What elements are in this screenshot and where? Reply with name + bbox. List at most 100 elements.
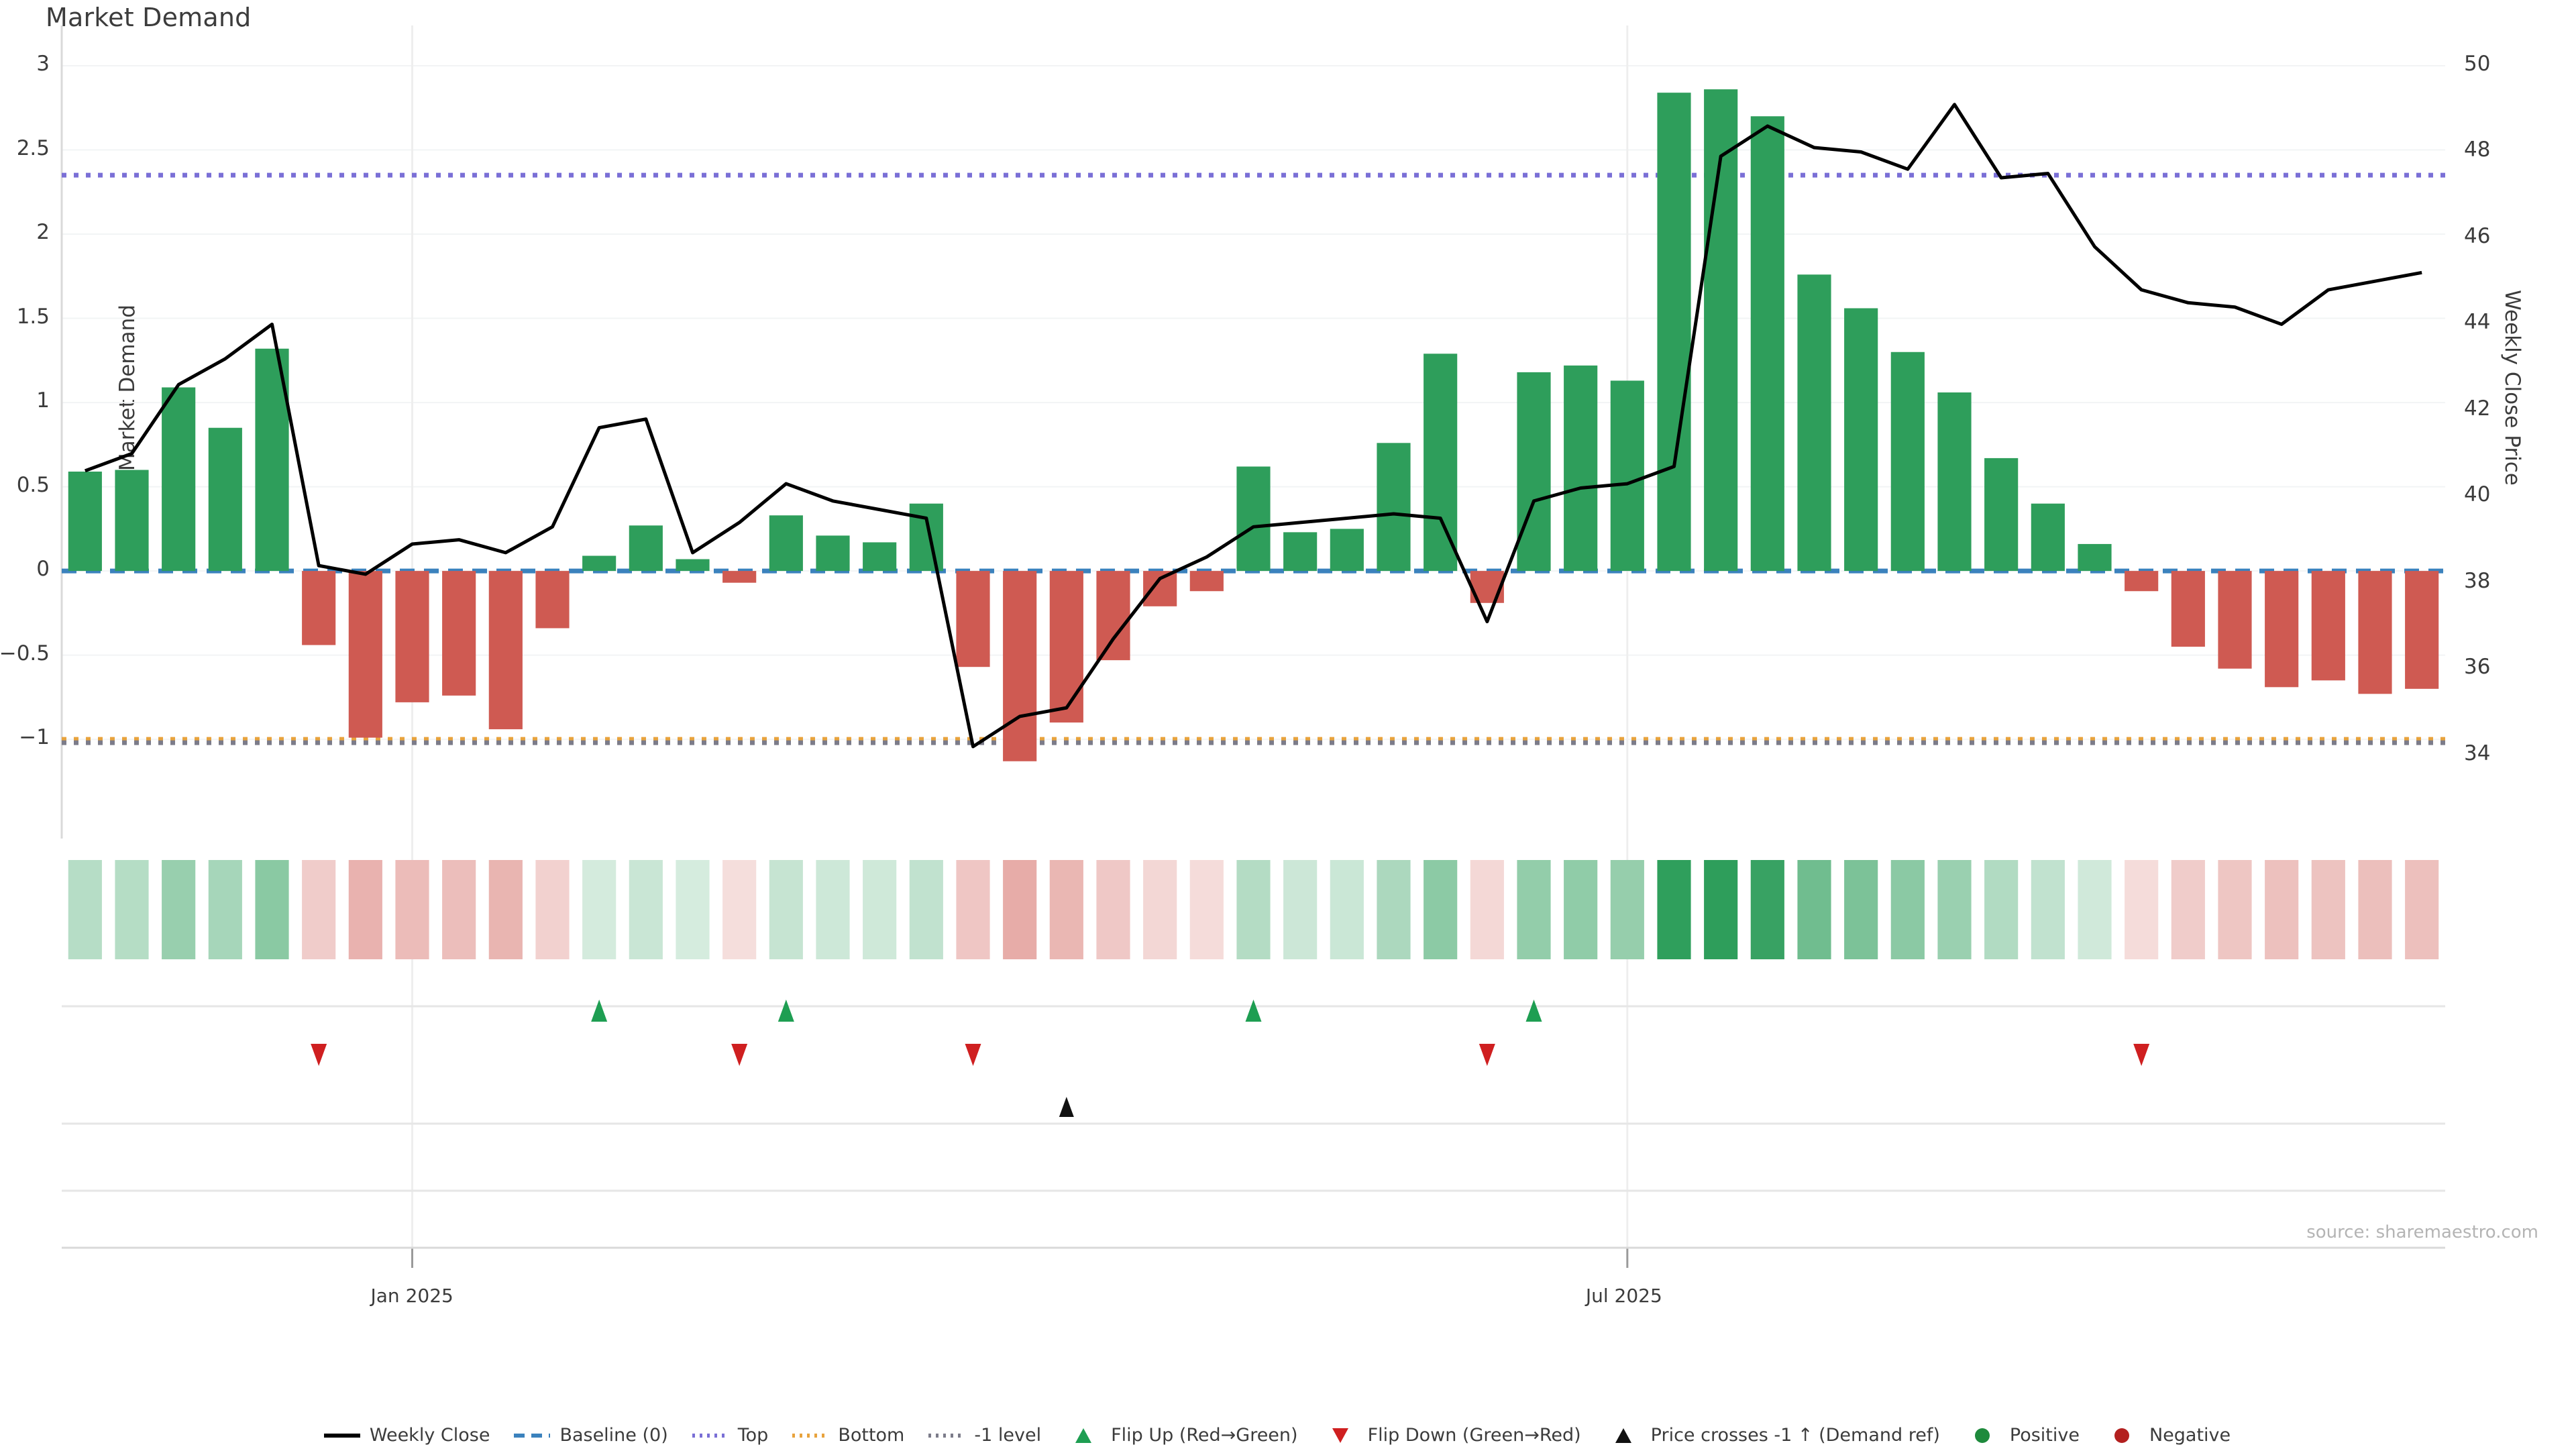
y-axis-left-tick: 2 <box>36 220 50 245</box>
bar <box>2218 571 2252 669</box>
heatmap-cell <box>1517 860 1551 959</box>
bar <box>1377 443 1411 572</box>
legend-item-label: Bottom <box>838 1425 905 1446</box>
chart-legend: Weekly Close Baseline (0) Top Bottom -1 leve… <box>0 1425 2576 1446</box>
y-axis-right-tick: 42 <box>2464 396 2491 421</box>
heatmap-cell <box>1844 860 1878 959</box>
heatmap-cell <box>442 860 476 959</box>
heatmap-cell <box>1750 860 1784 959</box>
dotted-line-icon <box>927 1427 966 1444</box>
flip-down-marker <box>311 1044 327 1066</box>
bar <box>1844 308 1878 572</box>
y-axis-right-tick: 40 <box>2464 482 2491 507</box>
circle-icon <box>1963 1427 2002 1444</box>
legend-item-label: Price crosses -1 ↑ (Demand ref) <box>1650 1425 1940 1446</box>
legend-item[interactable]: Negative <box>2102 1425 2231 1446</box>
heatmap-cell <box>1890 860 1925 959</box>
heatmap-cell <box>909 860 943 959</box>
x-axis-tick: Jul 2025 <box>1585 1285 1662 1307</box>
bar <box>1704 89 1738 572</box>
bar <box>208 427 242 572</box>
bar <box>442 571 476 696</box>
legend-item[interactable]: Flip Up (Red→Green) <box>1064 1425 1298 1446</box>
legend-item[interactable]: Positive <box>1963 1425 2080 1446</box>
solid-line-icon <box>323 1427 362 1444</box>
bar <box>68 471 102 572</box>
triangle-down-icon <box>1321 1427 1360 1444</box>
heatmap-cell <box>582 860 616 959</box>
flip-up-marker <box>1245 1000 1262 1022</box>
heatmap-cell <box>1283 860 1318 959</box>
source-caption: source: sharemaestro.com <box>2306 1222 2538 1242</box>
bar <box>1890 352 1925 572</box>
circle-icon <box>2102 1427 2141 1444</box>
heatmap-cell <box>769 860 803 959</box>
legend-item[interactable]: Baseline (0) <box>513 1425 668 1446</box>
heatmap-cell <box>1096 860 1130 959</box>
heatmap-cell <box>1143 860 1177 959</box>
heatmap-cell <box>1984 860 2019 959</box>
heatmap-cell <box>1937 860 1972 959</box>
legend-item-label: Baseline (0) <box>559 1425 668 1446</box>
heatmap-cell <box>676 860 710 959</box>
bar <box>2171 571 2205 647</box>
heatmap-cell <box>1424 860 1458 959</box>
bar <box>769 515 803 572</box>
heatmap-cell <box>2311 860 2345 959</box>
legend-item[interactable]: Weekly Close <box>323 1425 490 1446</box>
bar <box>1564 365 1598 572</box>
heatmap-cell <box>1236 860 1271 959</box>
legend-item[interactable]: -1 level <box>927 1425 1041 1446</box>
bar <box>488 571 523 730</box>
heatmap-cell <box>2031 860 2065 959</box>
legend-item[interactable]: Top <box>691 1425 768 1446</box>
y-axis-right-tick: 46 <box>2464 223 2491 248</box>
bar <box>2311 571 2345 681</box>
flip-down-marker <box>1479 1044 1495 1066</box>
price-cross-marker <box>1059 1097 1074 1117</box>
heatmap-cell <box>1657 860 1691 959</box>
legend-item-label: Positive <box>2009 1425 2080 1446</box>
bar <box>535 571 570 629</box>
heatmap-cell <box>1003 860 1037 959</box>
heatmap-cell <box>629 860 663 959</box>
heatmap-cell <box>255 860 289 959</box>
heatmap-cell <box>348 860 382 959</box>
bar <box>1750 116 1784 572</box>
bar <box>348 571 382 738</box>
heatmap-cell <box>1704 860 1738 959</box>
bar <box>1189 571 1224 592</box>
y-axis-right-tick: 48 <box>2464 138 2491 162</box>
bar <box>629 525 663 572</box>
heatmap-cell <box>535 860 570 959</box>
bar <box>2265 571 2299 688</box>
legend-item-label: Negative <box>2149 1425 2231 1446</box>
flip-up-marker <box>591 1000 608 1022</box>
bar <box>863 542 897 572</box>
bar <box>1143 571 1177 606</box>
bar <box>582 555 616 572</box>
heatmap-cell <box>1797 860 1831 959</box>
bar <box>909 503 943 572</box>
dotted-line-icon <box>691 1427 730 1444</box>
heatmap-cell <box>115 860 149 959</box>
bar <box>162 387 196 572</box>
bar <box>676 559 710 572</box>
bar <box>1096 571 1130 661</box>
flip-down-marker <box>2133 1044 2150 1066</box>
triangle-up-icon <box>1064 1427 1103 1444</box>
bar <box>1984 458 2019 572</box>
legend-item[interactable]: Bottom <box>791 1425 904 1446</box>
bar <box>2078 543 2112 572</box>
legend-item-label: -1 level <box>974 1425 1042 1446</box>
y-axis-right-tick: 34 <box>2464 741 2491 765</box>
legend-item[interactable]: Price crosses -1 ↑ (Demand ref) <box>1604 1425 1940 1446</box>
heatmap-cell <box>68 860 102 959</box>
legend-item[interactable]: Flip Down (Green→Red) <box>1321 1425 1581 1446</box>
heatmap-cell <box>2405 860 2439 959</box>
y-axis-left-tick: 1.5 <box>16 304 50 329</box>
flip-up-marker <box>1525 1000 1542 1022</box>
heatmap-cell <box>956 860 990 959</box>
heatmap-cell <box>1564 860 1598 959</box>
